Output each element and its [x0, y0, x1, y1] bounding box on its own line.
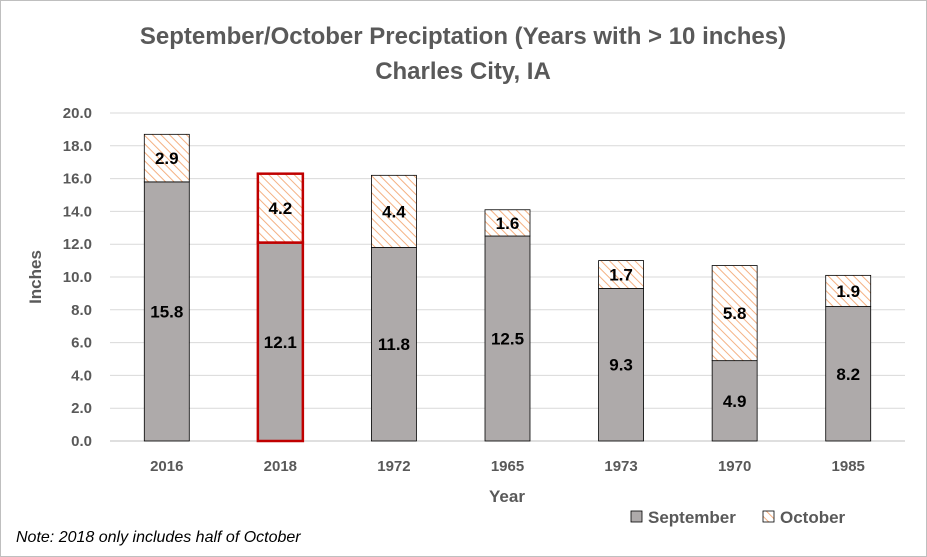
data-label-september-1985: 8.2: [836, 365, 860, 384]
bar-october-2018: [256, 172, 305, 244]
y-axis-ticks: 0.0 2.0 4.0 6.0 8.0 10.0 12.0 14.0 16.0 18.0 20.0: [63, 105, 92, 450]
data-label-october-1973: 1.7: [609, 266, 633, 285]
y-tick-label: 4.0: [71, 367, 92, 384]
y-tick-label: 8.0: [71, 302, 92, 319]
data-label-september-2016: 15.8: [150, 302, 183, 321]
data-label-october-2016: 2.9: [155, 149, 179, 168]
x-tick-label: 1972: [377, 458, 410, 475]
legend-swatch-september: [630, 510, 643, 523]
x-tick-label: 2016: [150, 458, 183, 475]
gridlines: [110, 112, 905, 442]
data-label-october-1965: 1.6: [496, 214, 520, 233]
data-label-october-2018: 4.2: [269, 199, 293, 218]
footnote: Note: 2018 only includes half of October: [16, 529, 301, 546]
data-label-september-2018: 12.1: [264, 333, 297, 352]
x-tick-label: 1985: [832, 458, 865, 475]
data-label-october-1970: 5.8: [723, 304, 747, 323]
y-tick-label: 2.0: [71, 400, 92, 417]
x-tick-label: 1973: [604, 458, 637, 475]
x-axis-ticks: 2016 2018 1972 1965 1973 1970 1985: [150, 458, 865, 475]
x-tick-label: 2018: [264, 458, 297, 475]
y-tick-label: 0.0: [71, 433, 92, 450]
data-label-september-1965: 12.5: [491, 330, 524, 349]
y-tick-label: 20.0: [63, 105, 92, 122]
y-tick-label: 12.0: [63, 236, 92, 253]
chart-subtitle: Charles City, IA: [375, 58, 551, 85]
data-label-october-1972: 4.4: [382, 202, 406, 221]
bar-september-2016: [143, 181, 190, 442]
bar-september-1970: [711, 360, 758, 442]
bar-september-1972: [371, 247, 417, 442]
y-tick-label: 14.0: [63, 203, 92, 220]
x-axis-label: Year: [489, 487, 525, 506]
data-label-september-1973: 9.3: [609, 356, 633, 375]
y-tick-label: 6.0: [71, 335, 92, 352]
legend-label-september: September: [648, 508, 736, 527]
bar-october-1970: [711, 265, 758, 362]
bar-october-1973: [598, 260, 644, 289]
y-tick-label: 16.0: [63, 171, 92, 188]
bar-september-1965: [484, 235, 531, 442]
bar-october-1972: [371, 174, 417, 248]
chart-title: September/October Preciptation (Years wi…: [140, 23, 786, 50]
data-label-september-1972: 11.8: [378, 335, 410, 354]
legend-swatch-october: [762, 510, 775, 523]
legend-label-october: October: [780, 508, 846, 527]
bar-october-1985: [825, 274, 872, 307]
y-axis-label: Inches: [26, 250, 45, 304]
x-tick-label: 1965: [491, 458, 524, 475]
bars: 15.8 2.9 12.1 4.2 11.8 4.4 12.5 1.6 9.3 1.7 4.9 5.8…: [143, 133, 872, 443]
data-label-october-1985: 1.9: [836, 282, 860, 301]
legend: September October: [630, 508, 846, 527]
bar-september-1973: [598, 288, 644, 442]
y-tick-label: 18.0: [63, 138, 92, 155]
y-tick-label: 10.0: [63, 269, 92, 286]
data-label-september-1970: 4.9: [723, 392, 747, 411]
x-tick-label: 1970: [718, 458, 751, 475]
bar-october-1965: [484, 209, 531, 237]
bar-october-2016: [143, 133, 190, 183]
bar-september-1985: [825, 306, 872, 442]
